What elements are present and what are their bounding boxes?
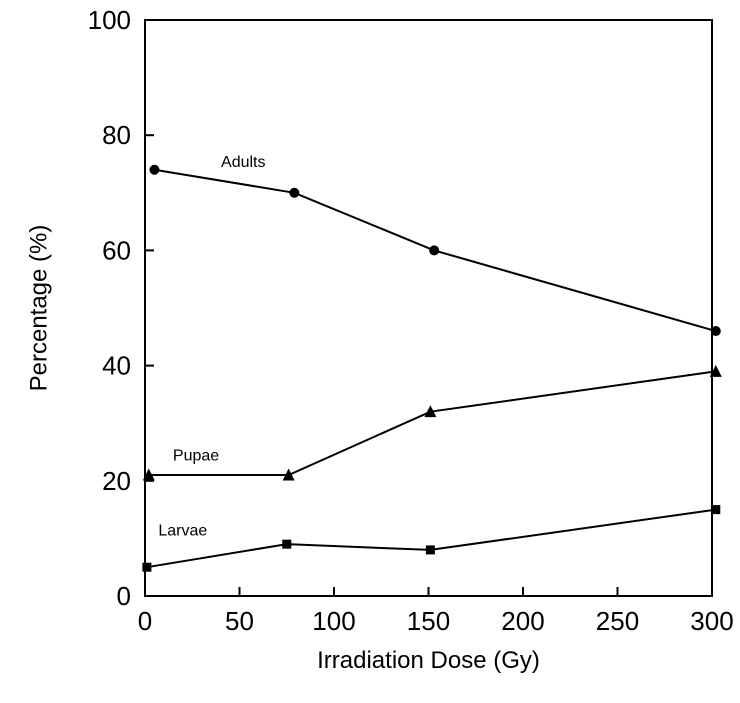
adults-point [429, 245, 440, 256]
pupae-point [142, 468, 155, 481]
y-tick-label: 0 [117, 581, 131, 611]
x-tick-label: 100 [312, 606, 355, 636]
adults-point [149, 164, 160, 175]
adults-point [710, 326, 721, 337]
x-tick-label: 50 [225, 606, 254, 636]
x-tick-label: 300 [690, 606, 733, 636]
series-markers [142, 164, 722, 572]
y-tick-label: 40 [102, 351, 131, 381]
series-line-pupae [148, 370, 716, 477]
y-tick-label: 60 [102, 235, 131, 265]
axis-ticks: 0 50 100 150 200 250 300 0 20 40 60 80 100 [88, 5, 734, 636]
series-label-pupae: Pupae [173, 448, 219, 465]
pupae-point [282, 468, 295, 481]
x-tick-label: 250 [596, 606, 639, 636]
series-line-larvae [146, 508, 716, 569]
series-line-adults [154, 168, 717, 333]
y-tick-label: 100 [88, 5, 131, 35]
series-label-larvae: Larvae [158, 523, 207, 540]
larvae-point [425, 545, 435, 555]
larvae-point [282, 539, 292, 549]
x-tick-label: 0 [138, 606, 152, 636]
pupae-point [424, 405, 437, 418]
plot-border [144, 19, 713, 597]
series-label-adults: Adults [221, 154, 265, 171]
series-lines [146, 168, 717, 569]
larvae-point [711, 505, 721, 515]
y-tick-label: 20 [102, 466, 131, 496]
larvae-point [142, 562, 152, 572]
y-tick-label: 80 [102, 120, 131, 150]
x-axis-label: Irradiation Dose (Gy) [317, 647, 540, 674]
x-tick-label: 150 [407, 606, 450, 636]
adults-point [289, 187, 300, 198]
plot-frame [144, 19, 713, 597]
x-tick-label: 200 [501, 606, 544, 636]
y-axis-label: Percentage (%) [25, 225, 52, 392]
pupae-point [709, 364, 722, 377]
series-labels: Adults Pupae Larvae [158, 154, 265, 540]
